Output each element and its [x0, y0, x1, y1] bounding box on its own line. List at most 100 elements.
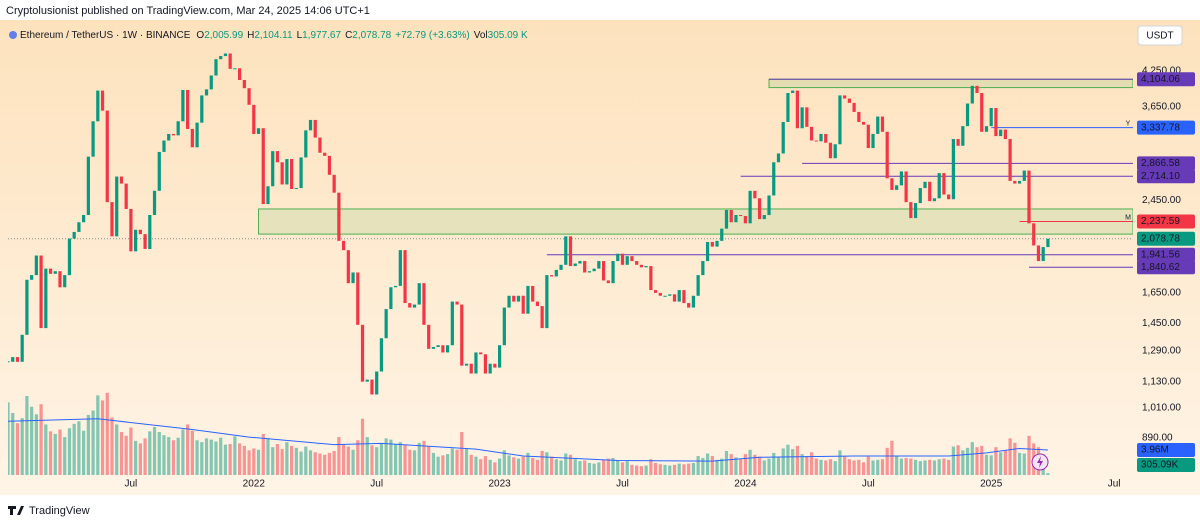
candle-body: [781, 121, 785, 154]
level-box: [1137, 72, 1195, 87]
volume-bar: [781, 448, 785, 475]
candle-body: [843, 95, 847, 99]
candle-body: [15, 357, 20, 362]
volume-bar: [890, 440, 894, 475]
candle-body: [516, 295, 521, 302]
volume-bar: [266, 438, 270, 475]
candle-body: [1008, 139, 1012, 181]
volume-bar: [687, 463, 691, 475]
currency-label: USDT: [1146, 31, 1173, 42]
level-tag: M: [1125, 214, 1131, 221]
x-tick-label: Jul: [370, 479, 383, 490]
currency-button[interactable]: [1137, 25, 1183, 46]
volume-bar: [739, 459, 743, 475]
candle-body: [649, 266, 653, 291]
level-label: 4,104.06: [1141, 74, 1180, 85]
footer-text: TradingView: [29, 505, 90, 517]
volume-bar: [928, 459, 932, 475]
candle-body: [186, 89, 190, 129]
candle-body: [460, 304, 464, 366]
legend-volume-value: 305.09 K: [488, 30, 528, 41]
volume-bar: [795, 445, 799, 475]
candle-body: [422, 283, 426, 325]
candle-body: [791, 90, 795, 93]
volume-bar: [214, 441, 218, 475]
volume-bar: [11, 413, 15, 475]
candle-body: [923, 181, 927, 189]
candle-body: [143, 234, 147, 249]
candle-body: [479, 352, 483, 355]
candle-body: [327, 155, 332, 175]
candle-body: [497, 345, 502, 368]
x-tick-label: Jul: [1108, 479, 1121, 490]
volume-bar: [280, 449, 284, 475]
volume-bar: [1003, 450, 1007, 475]
candle-body: [209, 75, 213, 90]
volume-bar: [635, 465, 639, 475]
volume-bar: [923, 460, 927, 475]
candle-body: [412, 304, 417, 308]
volume-bar: [25, 396, 29, 475]
volume-bar: [176, 437, 180, 475]
level-label: 1,941.56: [1141, 249, 1180, 260]
volume-bar: [323, 454, 327, 475]
candle-body: [67, 238, 72, 276]
candle-body: [228, 53, 232, 69]
candle-body: [48, 268, 53, 274]
candle-body: [351, 272, 355, 284]
volume-bar: [379, 443, 384, 475]
volume-bar: [909, 458, 913, 475]
volume-bar: [242, 445, 246, 475]
x-tick-label: Jul: [125, 479, 138, 490]
candle-body: [663, 295, 667, 297]
candle-body: [828, 142, 833, 159]
volume-bar: [559, 460, 563, 475]
candle-body: [559, 264, 563, 270]
volume-bar: [271, 447, 275, 475]
candle-body: [266, 186, 270, 205]
legend-value: 2,078.78: [352, 30, 391, 41]
axes: 4,250.00 3,650.00 2,450.00 1,650.00 1,450.00…: [125, 66, 1182, 490]
volume-bar: [8, 402, 10, 475]
candle-body: [30, 275, 34, 280]
volume-bar: [512, 457, 516, 475]
candle-body: [583, 261, 587, 273]
volume-bar: [583, 460, 587, 475]
level-box: [1137, 247, 1195, 262]
candle-body: [601, 261, 606, 281]
volume-bar: [431, 452, 436, 475]
candle-body: [483, 354, 488, 374]
candle-body: [720, 228, 724, 241]
legend-volume-key: Vol: [474, 30, 488, 41]
candle-body: [1046, 238, 1050, 248]
candle-body: [138, 229, 142, 235]
candle-body: [644, 266, 648, 268]
candle-body: [932, 198, 937, 202]
candle-body: [1041, 247, 1045, 262]
volume-bar: [734, 457, 738, 475]
candle-body: [942, 173, 946, 195]
candle-body: [625, 256, 629, 265]
volume-ma-box: [1137, 442, 1195, 457]
volume-bar: [857, 459, 861, 475]
volume-bar: [162, 435, 166, 475]
volume-bar: [951, 446, 955, 475]
candle-body: [77, 222, 81, 232]
volume-bar: [601, 459, 606, 475]
volume-bar: [105, 392, 109, 475]
volume-bar: [393, 444, 398, 475]
volume-bar: [313, 452, 317, 475]
candle-body: [573, 263, 577, 267]
candle-body: [304, 130, 308, 158]
candle-body: [190, 128, 194, 148]
volume-bar: [937, 459, 941, 475]
candle-body: [195, 122, 199, 148]
candle-body: [464, 363, 469, 366]
volume-bar: [502, 450, 506, 475]
candle-body: [204, 89, 209, 96]
candle-body: [332, 174, 336, 193]
volume-bar: [805, 456, 809, 475]
volume-bar: [545, 452, 549, 475]
volume-bar: [200, 442, 204, 475]
